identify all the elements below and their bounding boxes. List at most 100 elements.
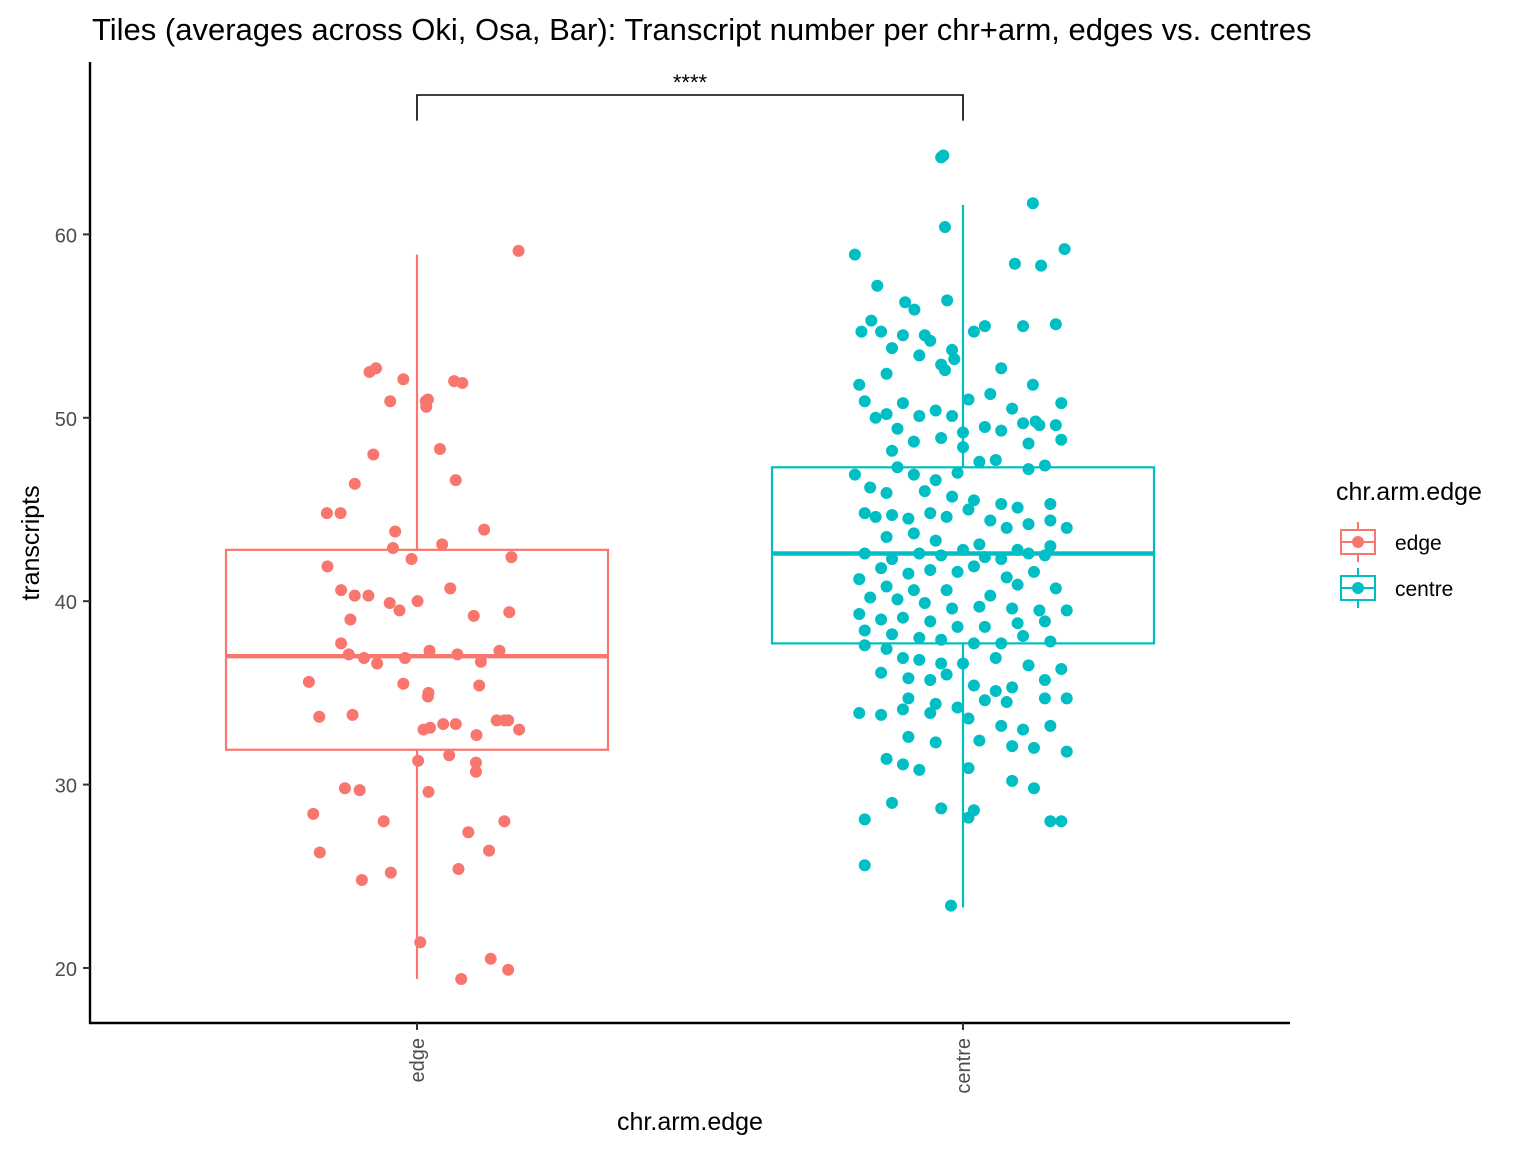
data-point xyxy=(335,584,348,597)
data-point xyxy=(1000,571,1013,584)
data-point xyxy=(995,719,1008,732)
data-point xyxy=(935,633,948,646)
data-point xyxy=(935,657,948,670)
data-point xyxy=(880,752,893,765)
data-point xyxy=(1006,602,1019,615)
data-point xyxy=(397,677,410,690)
data-point xyxy=(907,468,920,481)
data-point xyxy=(896,652,909,665)
y-tick-label: 50 xyxy=(55,409,77,431)
data-point xyxy=(1011,543,1024,556)
y-axis-label: transcripts xyxy=(17,485,45,600)
data-point xyxy=(880,408,893,421)
data-point xyxy=(348,589,361,602)
data-point xyxy=(449,718,462,731)
data-point xyxy=(886,796,899,809)
legend-item-edge: edge xyxy=(1340,522,1442,562)
data-point xyxy=(957,441,969,454)
data-point xyxy=(1044,514,1057,527)
data-point xyxy=(1060,521,1073,534)
data-point xyxy=(1055,815,1068,828)
data-point xyxy=(951,620,964,633)
data-point xyxy=(1049,582,1062,595)
data-point xyxy=(978,694,991,707)
data-point xyxy=(307,807,320,820)
data-point xyxy=(944,899,957,912)
data-point xyxy=(334,507,347,520)
data-point xyxy=(1049,318,1062,331)
data-point xyxy=(902,567,915,580)
data-point xyxy=(335,637,348,650)
data-point xyxy=(940,668,953,681)
data-point xyxy=(503,606,516,619)
data-point xyxy=(1026,197,1039,210)
data-point xyxy=(377,815,390,828)
data-point xyxy=(913,409,926,422)
data-point xyxy=(1055,397,1068,410)
data-point xyxy=(478,523,491,536)
data-point xyxy=(908,303,921,316)
data-point xyxy=(1017,630,1030,643)
data-point xyxy=(858,813,871,826)
data-point xyxy=(853,573,866,586)
data-point xyxy=(973,734,986,747)
data-point xyxy=(1049,419,1062,432)
data-point xyxy=(1038,674,1051,687)
data-point xyxy=(363,365,376,378)
data-point xyxy=(967,494,980,507)
data-point xyxy=(929,534,942,547)
data-point xyxy=(875,562,888,575)
data-point xyxy=(940,510,953,523)
data-point xyxy=(896,611,909,624)
data-point xyxy=(864,591,877,604)
data-point xyxy=(451,648,464,661)
data-point xyxy=(978,620,991,633)
data-point xyxy=(397,373,410,386)
data-point xyxy=(957,657,969,670)
data-point xyxy=(896,703,909,716)
data-point xyxy=(962,762,975,775)
significance-bracket: **** xyxy=(416,70,964,121)
data-point xyxy=(902,512,915,525)
data-point xyxy=(935,431,948,444)
data-point xyxy=(924,674,937,687)
x-tick-label: edge xyxy=(407,1038,429,1083)
data-point xyxy=(437,718,450,731)
data-point xyxy=(1038,549,1051,562)
x-tick-label: centre xyxy=(953,1038,975,1094)
data-point xyxy=(424,721,437,734)
data-point xyxy=(421,690,434,703)
legend-key-point xyxy=(1352,582,1364,594)
legend: chr.arm.edge edge centre xyxy=(1336,478,1482,608)
data-point xyxy=(967,325,980,338)
data-point xyxy=(455,972,468,985)
data-point xyxy=(946,602,959,615)
data-point xyxy=(362,589,375,602)
data-point xyxy=(935,549,948,562)
data-point xyxy=(420,400,433,413)
data-point xyxy=(469,756,482,769)
data-point xyxy=(513,723,526,736)
data-point xyxy=(989,685,1002,698)
data-point xyxy=(346,708,359,721)
data-point xyxy=(452,862,465,875)
data-point xyxy=(871,279,884,292)
data-point xyxy=(1006,402,1019,415)
data-point xyxy=(384,395,397,408)
data-point xyxy=(924,564,937,577)
data-point xyxy=(891,422,904,435)
data-point xyxy=(848,468,861,481)
data-point xyxy=(957,426,969,439)
data-point xyxy=(411,595,424,608)
data-point xyxy=(995,637,1008,650)
data-point xyxy=(1060,745,1073,758)
data-point xyxy=(313,846,326,859)
data-point xyxy=(1022,659,1035,672)
data-point xyxy=(433,442,446,455)
data-point xyxy=(886,628,899,641)
data-point xyxy=(313,710,326,723)
data-point xyxy=(338,782,351,795)
data-point xyxy=(941,294,954,307)
data-point xyxy=(1006,774,1019,787)
